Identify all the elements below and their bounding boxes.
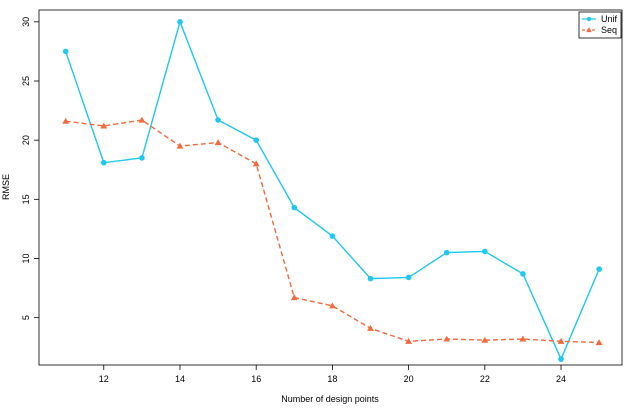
legend-label-seq: Seq <box>601 25 617 35</box>
y-tick-label: 30 <box>21 17 31 27</box>
data-point-seq <box>481 336 489 343</box>
x-tick-label: 12 <box>99 374 109 384</box>
data-point-seq <box>367 324 374 331</box>
series-line-unif <box>65 19 600 361</box>
legend-marker-seq <box>586 27 592 33</box>
x-axis: 12 14 16 18 20 22 24 <box>99 365 566 384</box>
y-tick-label: 20 <box>21 135 31 145</box>
legend-label-unif: Unif <box>601 14 618 24</box>
data-point-unif <box>443 249 450 256</box>
data-point-unif <box>215 117 221 123</box>
series-seq <box>62 116 603 346</box>
series-layer <box>62 19 603 362</box>
data-point-unif <box>405 274 412 281</box>
plot-frame <box>38 9 623 366</box>
y-axis-title: RMSE <box>1 174 11 200</box>
data-point-seq <box>252 160 260 167</box>
y-tick-label: 25 <box>21 76 31 86</box>
x-tick-label: 22 <box>480 374 490 384</box>
y-axis: 5 10 15 20 25 30 <box>21 17 39 320</box>
data-point-seq <box>405 337 413 344</box>
x-tick-label: 16 <box>251 374 261 384</box>
y-tick-label: 5 <box>21 315 31 320</box>
y-tick-label: 15 <box>21 194 31 204</box>
x-tick-label: 14 <box>175 374 185 384</box>
data-point-unif <box>100 159 107 166</box>
data-point-unif <box>139 155 145 161</box>
data-point-seq <box>214 139 222 146</box>
y-tick-label: 10 <box>21 253 31 263</box>
data-point-seq <box>138 116 146 123</box>
data-point-unif <box>482 248 488 255</box>
data-point-seq <box>443 335 451 342</box>
data-point-seq <box>329 302 336 309</box>
data-point-unif <box>291 204 298 211</box>
series-line-seq <box>65 119 600 344</box>
x-tick-label: 18 <box>327 374 337 384</box>
data-point-seq <box>100 122 108 129</box>
x-tick-label: 24 <box>556 374 566 384</box>
data-point-unif <box>62 48 69 55</box>
data-point-unif <box>329 233 336 239</box>
data-point-seq <box>557 337 565 344</box>
data-point-seq <box>595 339 603 346</box>
data-point-unif <box>558 356 564 362</box>
data-point-unif <box>253 137 259 143</box>
x-tick-label: 20 <box>404 374 414 384</box>
data-point-seq <box>62 117 70 124</box>
series-unif <box>62 19 602 362</box>
data-point-seq <box>176 142 184 149</box>
data-point-seq <box>290 294 298 301</box>
legend-marker-unif <box>586 16 592 22</box>
data-point-seq <box>519 335 527 342</box>
x-axis-title: Number of design points <box>281 394 379 404</box>
legend-box <box>578 11 622 39</box>
data-point-unif <box>367 275 374 282</box>
data-point-unif <box>177 19 183 25</box>
data-point-unif <box>520 271 526 277</box>
data-point-unif <box>596 266 602 272</box>
